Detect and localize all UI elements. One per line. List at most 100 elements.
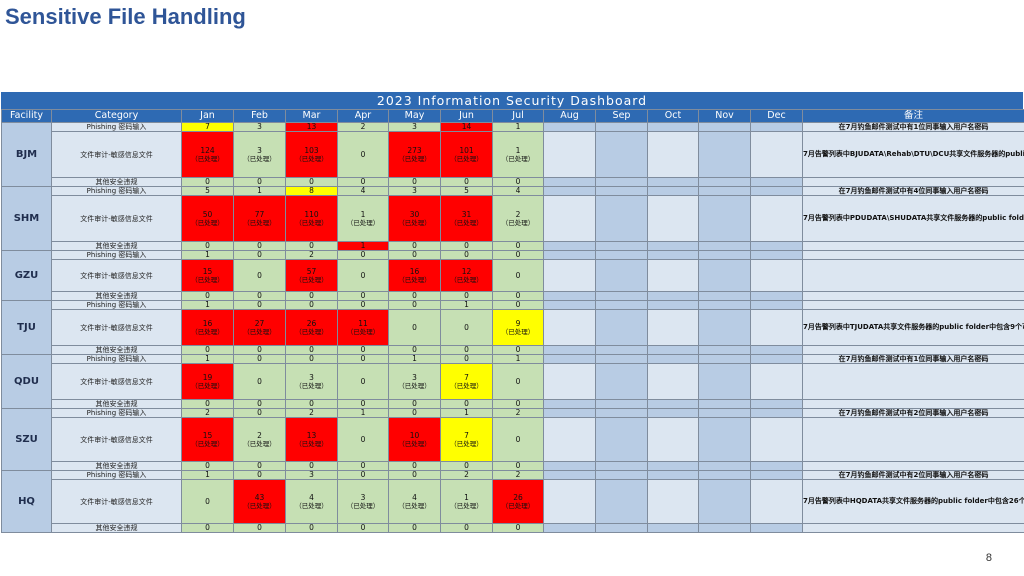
security-dashboard: 2023 Information Security Dashboard Faci… xyxy=(1,92,1024,533)
cell-value: 0 xyxy=(205,497,210,506)
sensitive-cell: 3 （已处理） xyxy=(233,131,286,178)
sensitive-cell: 16 （已处理） xyxy=(388,259,441,292)
phishing-row: HQ Phishing 密码输入 1 0 3 0 0 2 2 在7月钓鱼邮件测试中有2位同事输入用… xyxy=(1,470,1024,533)
empty-cell xyxy=(647,523,699,533)
header-row: Facility Category Jan Feb Mar Apr May Ju… xyxy=(1,109,1024,123)
other-cell: 0 xyxy=(181,523,234,533)
sensitive-row: 文件审计-敏感信息文件 0 43 （已处理） 4 （已处理） 3 （已处理） 4 （已处理） 1 （已… xyxy=(2,479,1024,524)
sensitive-cell: 3 （已处理） xyxy=(388,363,441,400)
other-note xyxy=(802,345,1024,355)
cell-value: 31 xyxy=(461,209,472,219)
sensitive-cell: 7 （已处理） xyxy=(440,363,493,400)
sensitive-cell: 12 （已处理） xyxy=(440,259,493,292)
handled-label: （已处理） xyxy=(398,218,431,227)
empty-cell xyxy=(543,291,596,301)
phishing-cell: 1 xyxy=(440,300,493,310)
empty-cell xyxy=(543,309,596,346)
other-cell: 0 xyxy=(181,399,234,409)
sensitive-cell: 1 （已处理） xyxy=(440,479,493,524)
category-label: 文件审计-敏感信息文件 xyxy=(51,259,182,292)
phishing-cell: 0 xyxy=(440,250,493,260)
sensitive-cell: 0 xyxy=(388,309,441,346)
empty-cell xyxy=(698,241,751,251)
header-month: Apr xyxy=(337,109,389,123)
phishing-cell: 1 xyxy=(181,250,234,260)
empty-cell xyxy=(647,177,699,187)
phishing-cell: 1 xyxy=(181,470,234,480)
cell-value: 16 xyxy=(202,318,213,328)
sensitive-cell: 2 （已处理） xyxy=(233,417,286,462)
phishing-row: TJU Phishing 密码输入 1 0 0 0 0 1 0 xyxy=(1,300,1024,355)
header-note: 备注 xyxy=(802,109,1024,123)
sensitive-cell: 1 （已处理） xyxy=(337,195,389,242)
category-label: 其他安全违规 xyxy=(51,523,182,533)
empty-cell xyxy=(595,250,648,260)
phishing-cell: 14 xyxy=(440,122,493,132)
cell-value: 27 xyxy=(254,318,265,328)
empty-cell xyxy=(543,461,596,471)
phishing-cell: 2 xyxy=(337,122,389,132)
phishing-cell: 7 xyxy=(181,122,234,132)
sensitive-cell: 2 （已处理） xyxy=(492,195,544,242)
cell-value: 0 xyxy=(257,377,262,386)
handled-label: （已处理） xyxy=(450,218,483,227)
phishing-cell: 0 xyxy=(285,300,338,310)
cell-value: 2 xyxy=(515,209,521,219)
empty-cell xyxy=(595,300,648,310)
cell-value: 30 xyxy=(409,209,420,219)
handled-label: （已处理） xyxy=(346,501,380,510)
sensitive-row: 文件审计-敏感信息文件 19 （已处理） 0 3 （已处理） 0 3 （已处理） 7 （已处理） 0 xyxy=(2,363,1024,400)
sensitive-cell: 13 （已处理） xyxy=(285,417,338,462)
sensitive-cell: 0 xyxy=(337,259,389,292)
empty-cell xyxy=(698,461,751,471)
phishing-cell: 1 xyxy=(388,354,441,364)
phishing-note: 在7月钓鱼邮件测试中有2位同事输入用户名密码 xyxy=(802,470,1024,480)
cell-value: 1 xyxy=(515,145,521,155)
phishing-cell: 3 xyxy=(233,122,286,132)
handled-label: （已处理） xyxy=(450,275,483,284)
cell-value: 15 xyxy=(202,430,213,440)
empty-cell xyxy=(750,259,803,292)
handled-label: （已处理） xyxy=(243,501,276,510)
empty-cell xyxy=(647,408,699,418)
phishing-note: 在7月钓鱼邮件测试中有1位同事输入用户名密码 xyxy=(802,354,1024,364)
header-category: Category xyxy=(51,109,182,123)
empty-cell xyxy=(698,417,751,462)
empty-cell xyxy=(698,291,751,301)
empty-cell xyxy=(647,250,699,260)
cell-value: 0 xyxy=(464,323,469,332)
phishing-cell: 5 xyxy=(181,186,234,196)
other-cell: 0 xyxy=(181,177,234,187)
sensitive-cell: 0 xyxy=(492,363,544,400)
empty-cell xyxy=(543,399,596,409)
handled-label: （已处理） xyxy=(398,275,431,284)
cell-value: 4 xyxy=(309,492,314,502)
category-label: 文件审计-敏感信息文件 xyxy=(51,363,182,400)
sensitive-cell: 4 （已处理） xyxy=(388,479,441,524)
cell-value: 7 xyxy=(464,430,469,440)
empty-cell xyxy=(543,122,596,132)
phishing-cell: 0 xyxy=(285,354,338,364)
cell-value: 0 xyxy=(360,377,366,386)
empty-cell xyxy=(647,345,699,355)
phishing-cell: 0 xyxy=(388,408,441,418)
other-cell: 0 xyxy=(233,177,286,187)
phishing-row: QDU Phishing 密码输入 1 0 0 0 1 0 1 在7月钓鱼邮件测试中有1位同事输入… xyxy=(1,354,1024,409)
phishing-cell: 2 xyxy=(492,470,544,480)
cell-value: 0 xyxy=(412,323,417,332)
sensitive-cell: 43 （已处理） xyxy=(233,479,286,524)
empty-cell xyxy=(543,186,596,196)
cell-value: 3 xyxy=(360,492,366,502)
phishing-cell: 0 xyxy=(337,300,389,310)
empty-cell xyxy=(647,309,699,346)
empty-cell xyxy=(698,470,751,480)
handled-label: （已处理） xyxy=(295,501,328,510)
other-cell: 0 xyxy=(492,177,544,187)
sensitive-cell: 15 （已处理） xyxy=(181,259,234,292)
dashboard-title: 2023 Information Security Dashboard xyxy=(1,92,1023,109)
cell-value: 50 xyxy=(202,209,213,219)
empty-cell xyxy=(595,122,648,132)
sensitive-cell: 101 （已处理） xyxy=(440,131,493,178)
sensitive-row: 文件审计-敏感信息文件 50 （已处理） 77 （已处理） 110 （已处理） 1 （已处理） 3… xyxy=(2,195,1024,242)
category-label: 文件审计-敏感信息文件 xyxy=(51,195,182,242)
